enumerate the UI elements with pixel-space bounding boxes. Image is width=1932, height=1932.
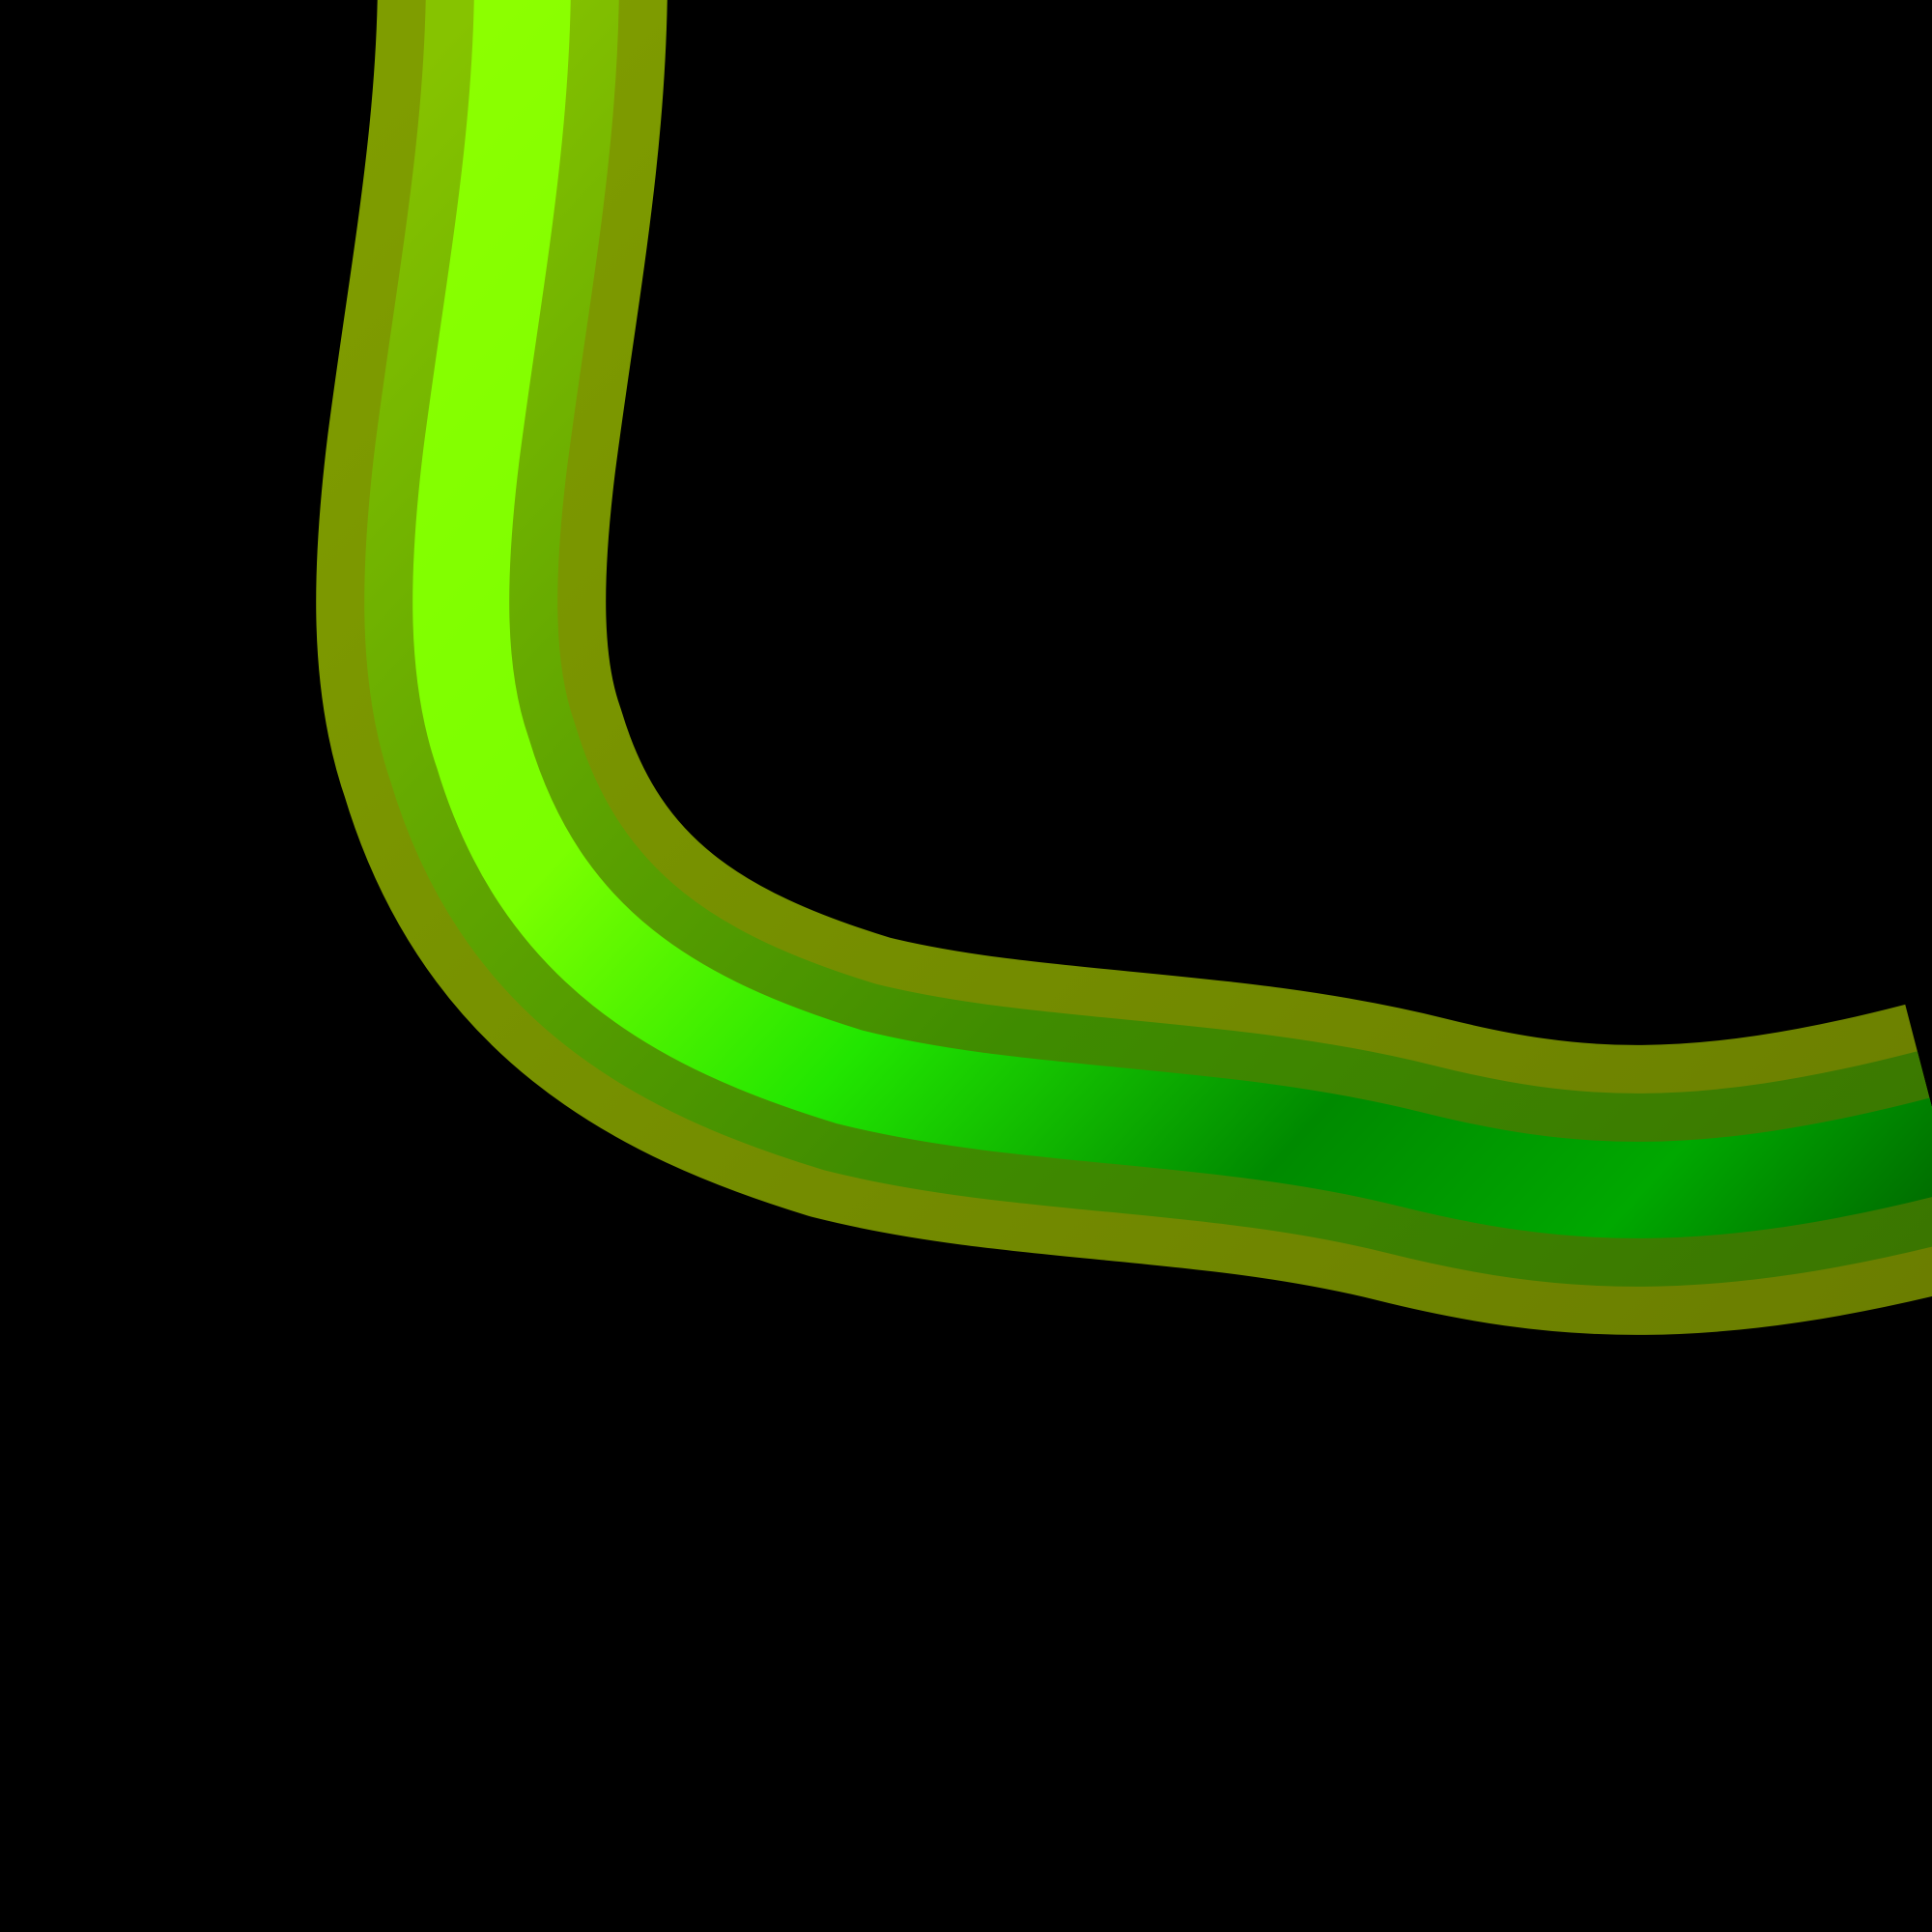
green-tube bbox=[316, 0, 1932, 1335]
tube-core bbox=[412, 0, 1932, 1238]
